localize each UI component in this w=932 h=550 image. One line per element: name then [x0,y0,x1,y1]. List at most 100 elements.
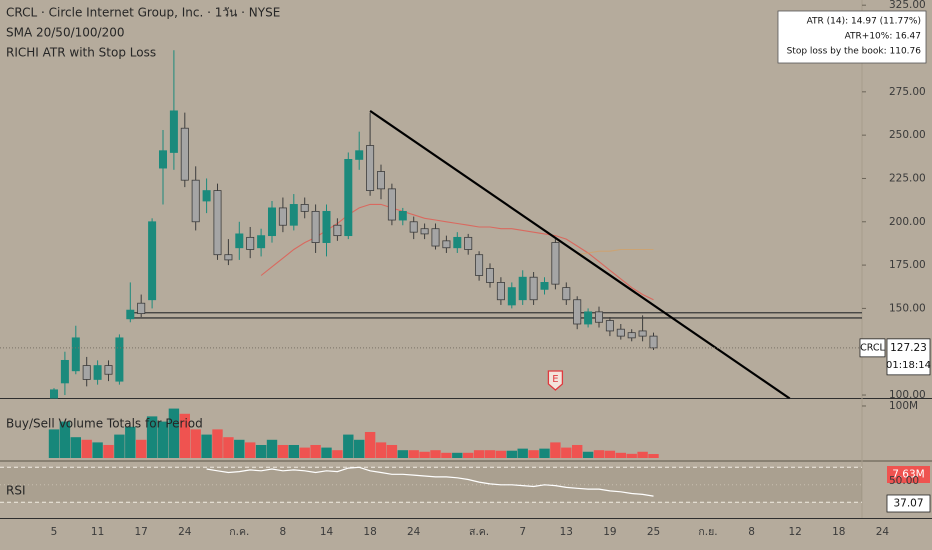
x-tick-label: 14 [320,526,334,538]
x-tick-label: 12 [789,526,802,538]
event-label: E [552,374,558,385]
x-tick-label: ก.ย. [698,526,717,538]
volume-bar [234,439,245,458]
volume-bar [419,451,430,458]
candle-body [93,365,102,380]
volume-bar [397,450,408,458]
candle-body [453,236,462,249]
x-tick-label: 25 [647,526,660,538]
volume-bar [277,444,289,458]
candle-body [60,359,69,384]
volume-bar [81,439,92,458]
volume-bar [386,444,398,458]
x-tick-label: 24 [178,526,192,538]
volume-bar [495,450,507,458]
volume-bar [70,437,81,458]
y-tick-label: 325.00 [889,0,926,11]
volume-bar [125,426,136,458]
y-tick-label: 250.00 [889,129,926,141]
volume-bar [48,429,60,458]
y-tick-label: 50.00 [889,475,919,487]
candle-body [148,221,157,301]
candle-body [333,224,342,237]
candle-body [82,365,91,380]
volume-bar [375,442,387,458]
candle-body [322,210,331,243]
x-tick-label: 24 [876,526,890,538]
volume-tag: 7.63M [892,469,924,481]
candle-body [344,158,353,237]
x-tick-label: 24 [407,526,421,538]
candle-body [638,330,647,337]
candle-body [267,207,276,237]
candle-body [366,145,375,191]
candle-body [616,328,625,337]
volume-bar [354,439,365,458]
candle-body [595,311,604,323]
y-tick-label: 150.00 [889,302,926,314]
volume-bar [463,452,474,458]
candle-body [529,276,538,301]
volume-bar [168,408,180,458]
y-tick-label: 200.00 [889,216,926,228]
price-tag: 127.23 [890,342,927,354]
volume-bar [223,437,234,458]
volume-bar [92,442,103,458]
volume-bar [288,444,299,458]
volume-bar [572,444,583,458]
volume-bar [146,416,158,458]
candle-body [398,210,407,221]
candle-body [540,282,549,290]
y-tick-label: 100.00 [889,389,926,401]
rsi-tag: 37.07 [893,498,923,510]
volume-bar [332,450,343,458]
legend-sma: SMA 20/50/100/200 [6,26,124,40]
candle-body [551,242,560,285]
trendline [369,109,791,399]
volume-bar [179,413,190,458]
x-tick-label: ส.ค. [469,526,489,538]
volume-bar [364,431,376,458]
volume-bar [604,450,616,458]
info-atr-plus: ATR+10%: 16.47 [845,32,921,42]
candle-body [311,210,320,243]
volume-bar [321,447,332,458]
candle-body [300,204,309,212]
info-box [777,10,927,64]
candle-body [104,365,113,375]
candle-body [50,389,59,399]
legend-symbol: CRCL · Circle Internet Group, Inc. · 1วั… [6,6,280,20]
candle-body [126,309,135,320]
volume-bar [114,434,125,458]
symbol-tag: CRCL [860,342,885,353]
volume-bar [201,434,212,458]
countdown: 01:18:14 [886,360,931,371]
legend-atr: RICHI ATR with Stop Loss [6,46,156,60]
x-tick-label: 13 [560,526,573,538]
volume-bar [473,450,485,458]
info-atr: ATR (14): 14.97 (11.77%) [807,17,921,27]
candle-body [475,254,484,276]
overlay: 5 11 17 24 ก.ค. 8 14 18 24 ส.ค. 7 13 19 25 ก.ย. 8 12 18 24… [0,0,931,538]
moving-average [577,248,654,256]
y-tick-label: 275.00 [889,86,926,98]
volume-bar [343,434,354,458]
candle-body [246,236,255,250]
volume-bar [452,452,463,458]
volume-bar [539,448,550,458]
y-tick-label: 100M [889,400,918,412]
x-tick-label: 18 [363,526,376,538]
rsi-tag-box [886,494,931,513]
candle-body [257,235,266,249]
volume-bar [408,450,419,458]
candle-body [485,268,494,283]
candle-body [376,171,385,190]
volume-bar [299,447,310,458]
candle-body [605,320,614,332]
candle-body [224,254,233,261]
volume-bar [310,444,321,458]
volume-bar [637,451,648,458]
candle-body [431,228,440,247]
candle-body [387,188,396,221]
volume-bar [266,439,278,458]
